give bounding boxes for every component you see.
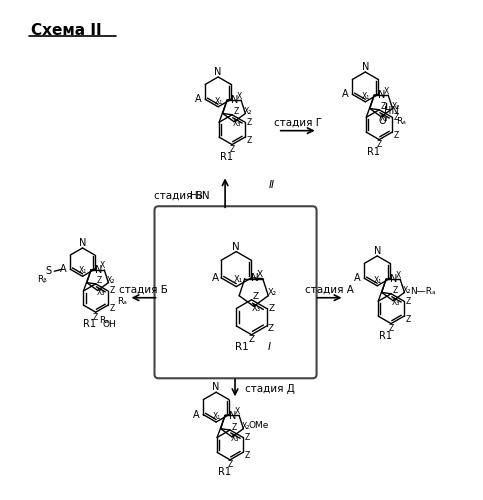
Text: A: A [354, 274, 361, 283]
Text: N: N [362, 62, 369, 72]
Text: Rᵦ: Rᵦ [38, 274, 47, 283]
Text: X₂: X₂ [403, 286, 412, 295]
Text: A: A [342, 90, 349, 100]
Text: X₁: X₁ [234, 275, 243, 284]
Text: X₂: X₂ [107, 276, 115, 285]
Text: стадия Б: стадия Б [119, 285, 168, 295]
Text: R1: R1 [218, 467, 230, 477]
Text: R1: R1 [367, 146, 380, 156]
Text: R1: R1 [220, 152, 233, 162]
Text: X₁: X₁ [215, 96, 223, 106]
Text: X: X [99, 262, 105, 270]
Text: N: N [231, 96, 239, 106]
Text: Z: Z [233, 108, 239, 116]
Text: R1: R1 [379, 330, 392, 340]
Text: X₃: X₃ [392, 298, 400, 307]
Text: N: N [252, 273, 259, 283]
Text: Z: Z [269, 304, 275, 313]
Text: Z: Z [231, 422, 237, 432]
Text: Z: Z [109, 286, 114, 296]
Text: Z: Z [97, 276, 102, 285]
Text: N: N [232, 242, 240, 252]
Text: Z: Z [394, 130, 399, 140]
Text: HN: HN [384, 106, 399, 116]
Text: Z: Z [268, 324, 274, 334]
Text: стадия В: стадия В [154, 190, 203, 200]
Text: X: X [256, 270, 263, 279]
Text: X₁: X₁ [374, 276, 382, 284]
Text: H₂N: H₂N [190, 192, 210, 202]
Text: X₁: X₁ [79, 266, 87, 276]
Text: A: A [60, 264, 67, 274]
Text: N: N [214, 67, 222, 77]
Text: X₂: X₂ [268, 288, 277, 297]
Text: OMe: OMe [248, 421, 269, 430]
Text: X₂: X₂ [244, 107, 253, 116]
Text: N: N [373, 246, 381, 256]
Text: N: N [379, 90, 386, 101]
Text: S: S [45, 266, 51, 276]
Text: X₃: X₃ [233, 119, 241, 128]
Text: Z: Z [244, 433, 250, 442]
Text: II: II [269, 180, 275, 190]
Text: X: X [396, 270, 401, 280]
Text: R1: R1 [235, 342, 248, 351]
Text: X₃: X₃ [231, 434, 239, 444]
Text: X: X [234, 407, 240, 416]
Text: X: X [384, 86, 389, 96]
Text: O: O [378, 116, 386, 126]
Text: Схема II: Схема II [31, 24, 102, 38]
Text: X₃: X₃ [97, 288, 105, 297]
Text: N: N [79, 238, 86, 248]
Text: Z: Z [394, 112, 399, 122]
Text: Z: Z [244, 451, 250, 460]
Text: X₃: X₃ [380, 114, 388, 123]
Text: X₁: X₁ [213, 412, 221, 421]
Text: Z: Z [227, 460, 233, 469]
Text: N: N [390, 274, 398, 284]
Text: Z: Z [405, 314, 411, 324]
Text: стадия Г: стадия Г [274, 118, 322, 128]
Text: Z: Z [246, 118, 252, 126]
Text: R1: R1 [83, 319, 96, 329]
Text: Rₐ: Rₐ [396, 116, 406, 126]
Text: A: A [195, 94, 201, 104]
Text: X₁: X₁ [362, 92, 370, 100]
Text: Z: Z [246, 136, 252, 144]
FancyBboxPatch shape [155, 206, 316, 378]
Text: Rₐ: Rₐ [99, 316, 109, 324]
Text: I: I [268, 342, 271, 351]
Text: Z: Z [393, 286, 398, 296]
Text: Rₐ: Rₐ [117, 296, 127, 306]
Text: Z: Z [109, 304, 114, 312]
Text: Z: Z [388, 324, 394, 333]
Text: Z: Z [381, 102, 386, 112]
Text: Z: Z [405, 296, 411, 306]
Text: Z: Z [248, 335, 255, 344]
Text: X₃: X₃ [252, 304, 261, 313]
Text: N: N [213, 382, 220, 392]
Text: N: N [229, 410, 237, 420]
Text: X₂: X₂ [391, 102, 400, 111]
Text: A: A [193, 410, 199, 420]
Text: N: N [95, 265, 102, 275]
Text: стадия А: стадия А [305, 285, 354, 295]
Text: X₂: X₂ [242, 422, 251, 431]
Text: Z: Z [229, 145, 235, 154]
Text: X: X [237, 92, 242, 100]
Text: OH: OH [103, 320, 116, 328]
Text: Z: Z [253, 292, 258, 301]
Text: N—Rₐ: N—Rₐ [411, 287, 436, 296]
Text: A: A [212, 273, 219, 283]
Text: Z: Z [93, 312, 99, 322]
Text: стадия Д: стадия Д [245, 384, 295, 394]
Text: Z: Z [377, 140, 382, 149]
